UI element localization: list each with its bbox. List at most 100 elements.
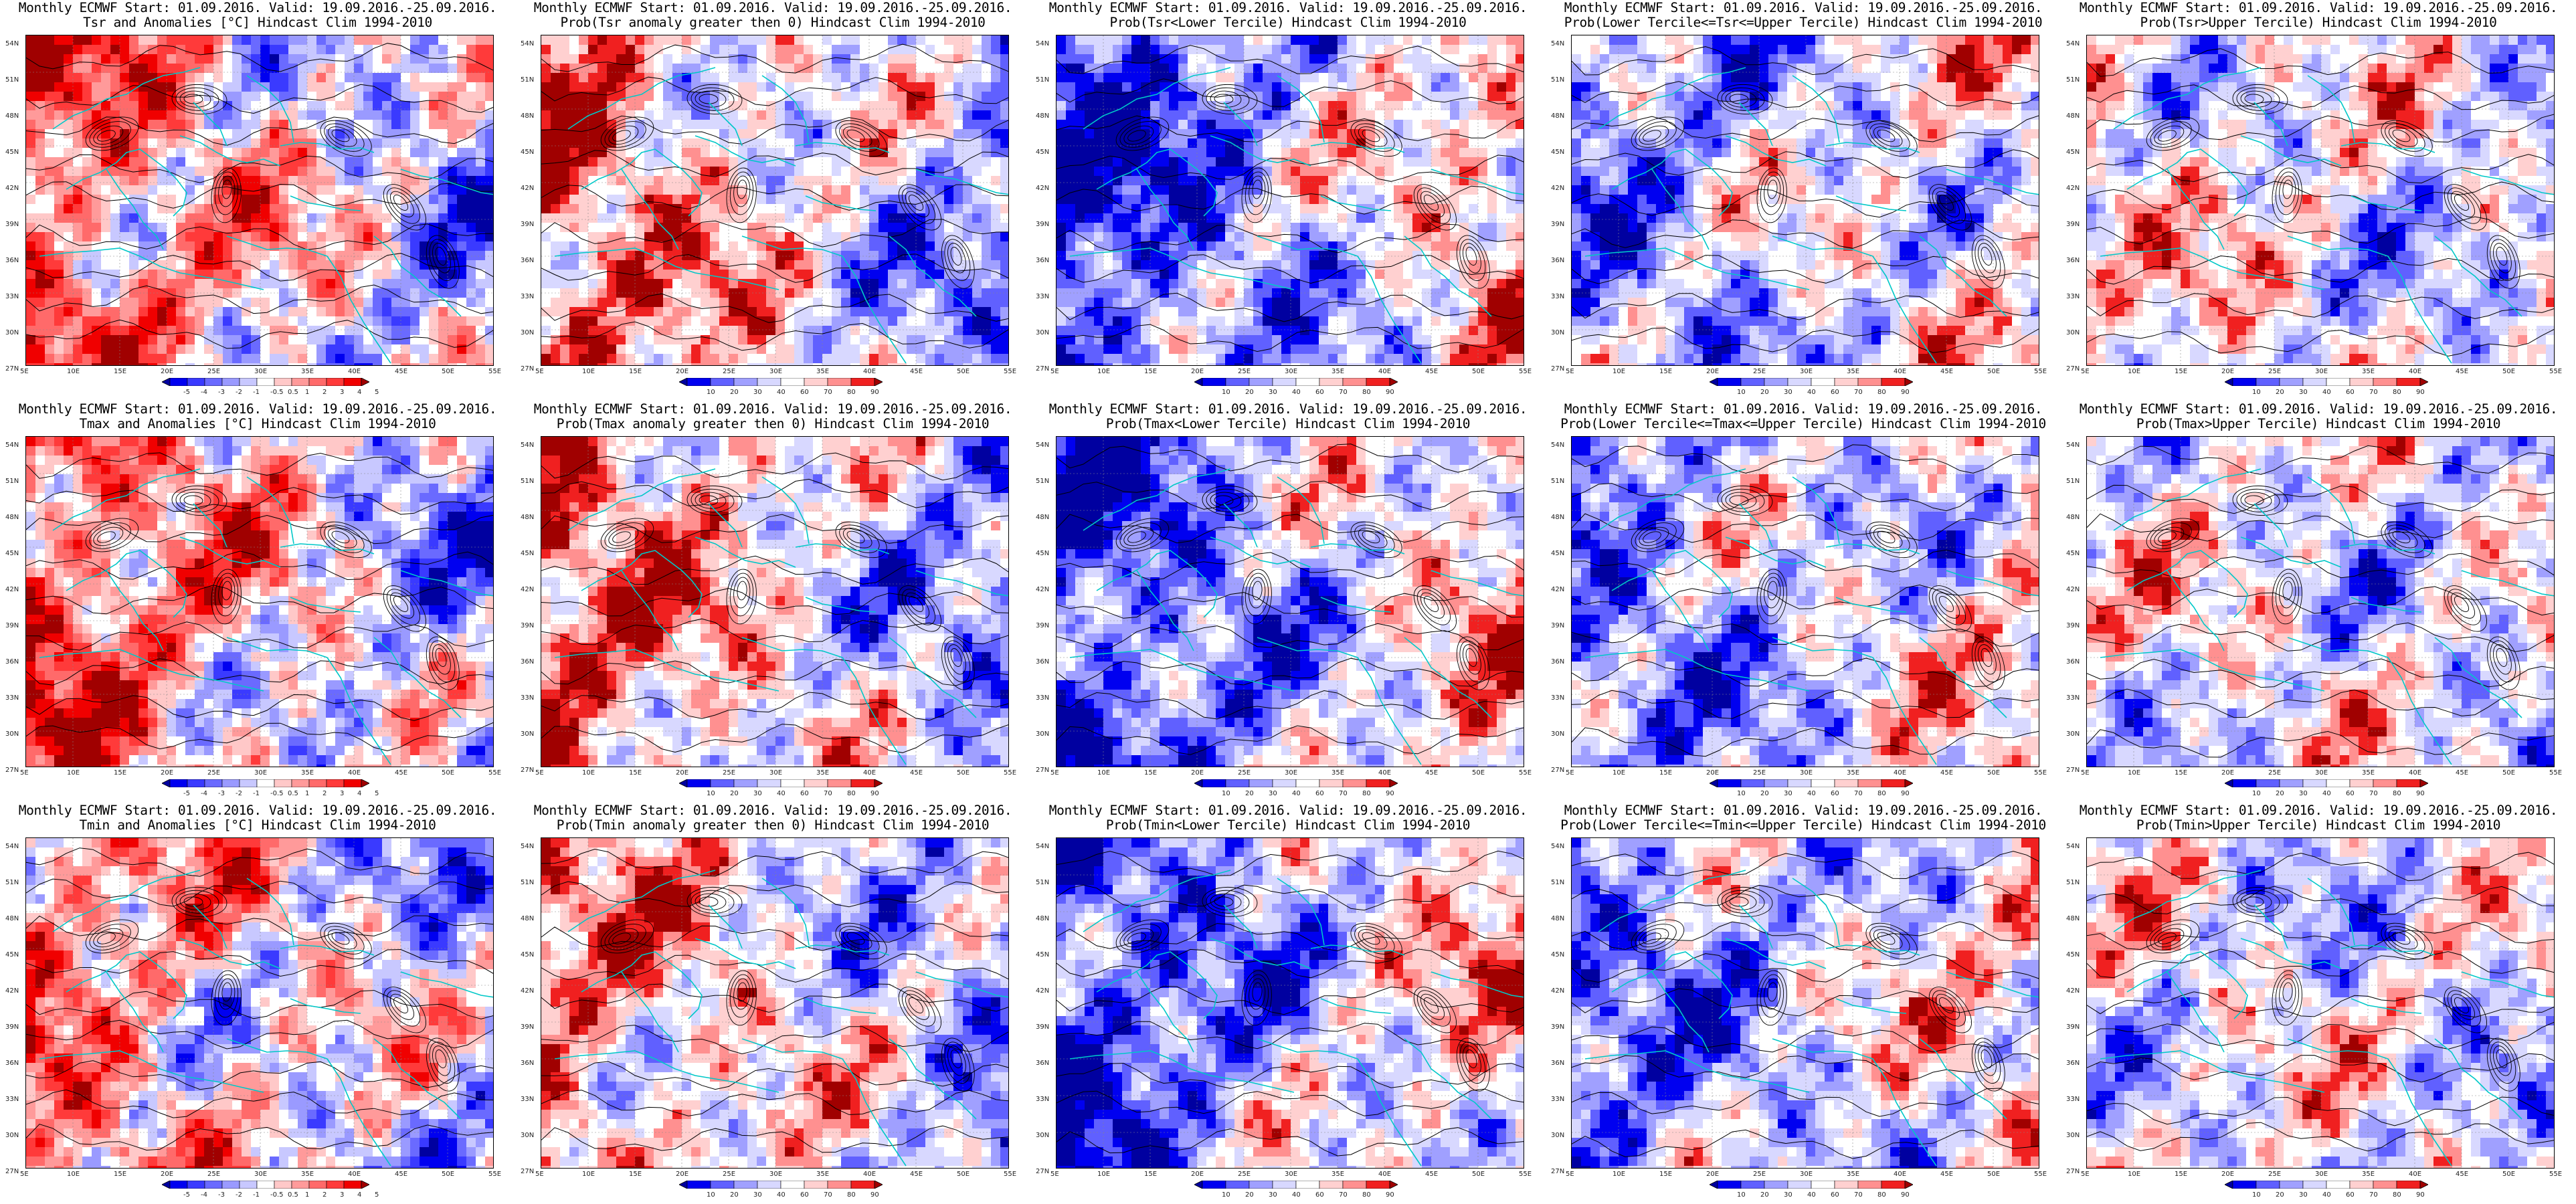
colorbar-label: 70 xyxy=(1339,389,1348,396)
panel-header: Monthly ECMWF Start: 01.09.2016. Valid: … xyxy=(0,0,515,15)
longitude-label: 25E xyxy=(1238,769,1251,777)
longitude-label: 5E xyxy=(2081,368,2090,375)
panel-title: Prob(Tsr>Upper Tercile) Hindcast Clim 19… xyxy=(2061,15,2576,30)
latitude-label: 54N xyxy=(1036,441,1049,449)
longitude-label: 15E xyxy=(1659,769,1672,777)
longitude-label: 15E xyxy=(114,769,126,777)
colorbar-label: -4 xyxy=(201,790,207,797)
longitude-label: 35E xyxy=(2362,368,2375,375)
longitude-label: 35E xyxy=(301,368,314,375)
colorbar-label: 80 xyxy=(1362,1191,1371,1199)
colorbar-label: 70 xyxy=(824,1191,832,1199)
longitude-label: 25E xyxy=(2268,1171,2281,1178)
colorbar-label: 80 xyxy=(1877,1191,1886,1199)
latitude-label: 30N xyxy=(1551,1132,1564,1139)
colorbar-label: 40 xyxy=(2322,389,2331,396)
latitude-label: 27N xyxy=(521,365,534,373)
latitude-label: 54N xyxy=(2066,40,2080,47)
colorbar-label: -4 xyxy=(201,389,207,396)
colorbar-label: 20 xyxy=(730,790,739,797)
colorbar xyxy=(2225,1181,2428,1189)
forecast-map xyxy=(541,436,1009,767)
panel-title: Prob(Tmin<Lower Tercile) Hindcast Clim 1… xyxy=(1030,817,1546,833)
map-panel: Monthly ECMWF Start: 01.09.2016. Valid: … xyxy=(2061,401,2576,803)
panel-header: Monthly ECMWF Start: 01.09.2016. Valid: … xyxy=(515,0,1030,15)
latitude-label: 36N xyxy=(1551,257,1564,264)
latitude-label: 27N xyxy=(521,1168,534,1175)
colorbar-label: 40 xyxy=(1292,389,1301,396)
longitude-label: 15E xyxy=(1144,368,1157,375)
colorbar-label: 40 xyxy=(2322,1191,2331,1199)
colorbar-label: 3 xyxy=(340,389,344,396)
latitude-label: 48N xyxy=(2066,112,2080,120)
colorbar-label: 10 xyxy=(1222,1191,1230,1199)
latitude-label: 39N xyxy=(2066,1023,2080,1031)
longitude-label: 25E xyxy=(207,769,220,777)
colorbar-label: 10 xyxy=(1737,1191,1746,1199)
map-panel: Monthly ECMWF Start: 01.09.2016. Valid: … xyxy=(1546,803,2061,1204)
forecast-map xyxy=(25,837,494,1169)
latitude-label: 45N xyxy=(521,148,534,156)
colorbar xyxy=(2225,779,2428,787)
colorbar-label: 70 xyxy=(1339,790,1348,797)
latitude-label: 27N xyxy=(5,767,19,774)
latitude-label: 48N xyxy=(2066,514,2080,521)
longitude-label: 25E xyxy=(1238,1171,1251,1178)
longitude-label: 5E xyxy=(535,368,544,375)
longitude-label: 20E xyxy=(2221,1171,2234,1178)
longitude-label: 55E xyxy=(2549,368,2562,375)
latitude-label: 54N xyxy=(5,843,19,850)
latitude-label: 36N xyxy=(521,658,534,666)
latitude-label: 51N xyxy=(5,76,19,84)
latitude-label: 36N xyxy=(5,658,19,666)
latitude-label: 36N xyxy=(1551,1060,1564,1067)
latitude-label: 39N xyxy=(1551,622,1564,629)
longitude-label: 20E xyxy=(1191,368,1204,375)
latitude-label: 27N xyxy=(2066,365,2080,373)
colorbar-label: 70 xyxy=(1854,790,1863,797)
latitude-label: 33N xyxy=(521,694,534,702)
colorbar-label: 30 xyxy=(1784,389,1792,396)
colorbar-label: 80 xyxy=(847,1191,856,1199)
latitude-label: 48N xyxy=(521,915,534,922)
longitude-label: 35E xyxy=(2362,1171,2375,1178)
latitude-label: 39N xyxy=(1551,221,1564,228)
latitude-label: 42N xyxy=(1551,586,1564,593)
colorbar-label: 60 xyxy=(1831,1191,1839,1199)
colorbar-label: 20 xyxy=(2276,389,2284,396)
colorbar-label: 10 xyxy=(707,1191,715,1199)
colorbar-label: 1 xyxy=(305,1191,309,1199)
longitude-label: 25E xyxy=(207,368,220,375)
longitude-label: 5E xyxy=(1566,1171,1574,1178)
latitude-label: 36N xyxy=(1036,658,1049,666)
longitude-label: 10E xyxy=(1613,1171,1625,1178)
colorbar-label: 20 xyxy=(1760,790,1769,797)
longitude-label: 10E xyxy=(582,769,595,777)
longitude-label: 20E xyxy=(676,769,688,777)
panel-header: Monthly ECMWF Start: 01.09.2016. Valid: … xyxy=(515,401,1030,417)
longitude-label: 15E xyxy=(629,1171,642,1178)
latitude-label: 30N xyxy=(5,329,19,336)
longitude-label: 40E xyxy=(1894,1171,1906,1178)
longitude-label: 35E xyxy=(816,1171,829,1178)
colorbar-label: 70 xyxy=(1854,1191,1863,1199)
latitude-label: 48N xyxy=(521,112,534,120)
longitude-label: 55E xyxy=(1519,368,1532,375)
latitude-label: 54N xyxy=(1036,40,1049,47)
longitude-label: 40E xyxy=(348,1171,361,1178)
colorbar-label: -0.5 xyxy=(270,790,284,797)
longitude-label: 25E xyxy=(1238,368,1251,375)
longitude-label: 50E xyxy=(442,1171,454,1178)
longitude-label: 20E xyxy=(161,769,173,777)
latitude-label: 45N xyxy=(1551,148,1564,156)
latitude-label: 54N xyxy=(521,40,534,47)
longitude-label: 30E xyxy=(1800,1171,1813,1178)
latitude-label: 39N xyxy=(521,1023,534,1031)
longitude-label: 40E xyxy=(2409,769,2421,777)
longitude-label: 50E xyxy=(1987,769,2000,777)
colorbar-label: 40 xyxy=(1807,1191,1816,1199)
forecast-map xyxy=(1571,837,2039,1169)
longitude-label: 45E xyxy=(1425,1171,1438,1178)
latitude-label: 48N xyxy=(5,514,19,521)
longitude-label: 15E xyxy=(629,769,642,777)
